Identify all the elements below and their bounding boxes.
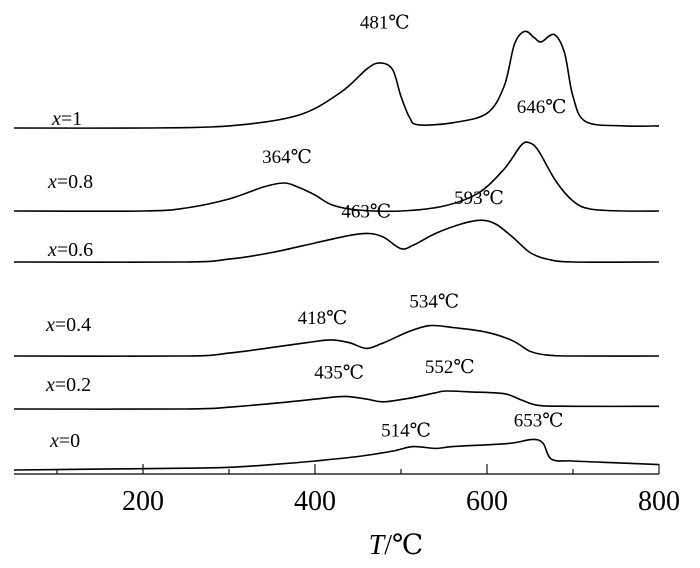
- series-label-0: x=1: [51, 108, 82, 130]
- series-label-value: =0.4: [55, 314, 91, 336]
- x-axis-title-symbol: T: [369, 530, 387, 561]
- peak-labels-layer: 481℃644℃678℃364℃646℃463℃593℃418℃534℃435℃…: [262, 12, 567, 442]
- series-label-4: x=0.2: [45, 374, 91, 396]
- curves-layer: [13, 30, 660, 471]
- peak-label-1-0: 364℃: [262, 147, 312, 168]
- series-line-1: [13, 141, 660, 213]
- series-label-3: x=0.4: [45, 314, 91, 336]
- series-line-3: [13, 324, 660, 358]
- peak-label-4-0: 435℃: [314, 362, 364, 383]
- series-label-var: x: [47, 171, 57, 193]
- series-label-2: x=0.6: [47, 239, 93, 261]
- series-label-value: =0: [59, 430, 80, 452]
- series-label-value: =0.8: [57, 171, 93, 193]
- peak-label-1-1: 646℃: [517, 97, 567, 118]
- peak-label-5-1: 653℃: [514, 410, 564, 431]
- peak-label-5-0: 514℃: [381, 421, 431, 442]
- peak-label-3-1: 534℃: [409, 292, 459, 313]
- series-label-var: x: [45, 314, 55, 336]
- peak-label-0-0: 481℃: [360, 12, 410, 33]
- x-axis: 200 400 600 800: [14, 464, 680, 517]
- series-label-var: x: [49, 430, 59, 452]
- series-line-2: [13, 219, 660, 264]
- x-tick-label-3: 800: [638, 486, 680, 517]
- series-label-1: x=0.8: [47, 171, 93, 193]
- x-tick-label-0: 200: [122, 486, 164, 517]
- peak-label-2-0: 463℃: [341, 202, 391, 223]
- peak-label-3-0: 418℃: [298, 308, 348, 329]
- peak-label-2-1: 593℃: [454, 188, 504, 209]
- series-label-value: =1: [61, 108, 82, 130]
- series-labels-layer: x=1x=0.8x=0.6x=0.4x=0.2x=0: [45, 108, 93, 452]
- series-label-var: x: [47, 239, 57, 261]
- series-label-var: x: [51, 108, 61, 130]
- x-axis-tick-labels: 200 400 600 800: [122, 486, 680, 517]
- series-label-5: x=0: [49, 430, 80, 452]
- series-line-0: [13, 30, 660, 129]
- series-label-value: =0.6: [57, 239, 93, 261]
- peak-label-4-1: 552℃: [425, 357, 475, 378]
- series-label-value: =0.2: [55, 374, 91, 396]
- x-axis-ticks: [56, 464, 660, 474]
- x-tick-label-2: 600: [466, 486, 508, 517]
- series-label-var: x: [45, 374, 55, 396]
- series-line-5: [13, 438, 660, 471]
- x-axis-title-unit: /℃: [384, 530, 423, 561]
- x-tick-label-1: 400: [294, 486, 336, 517]
- series-line-4: [13, 390, 660, 410]
- x-axis-title: T/℃: [369, 530, 424, 561]
